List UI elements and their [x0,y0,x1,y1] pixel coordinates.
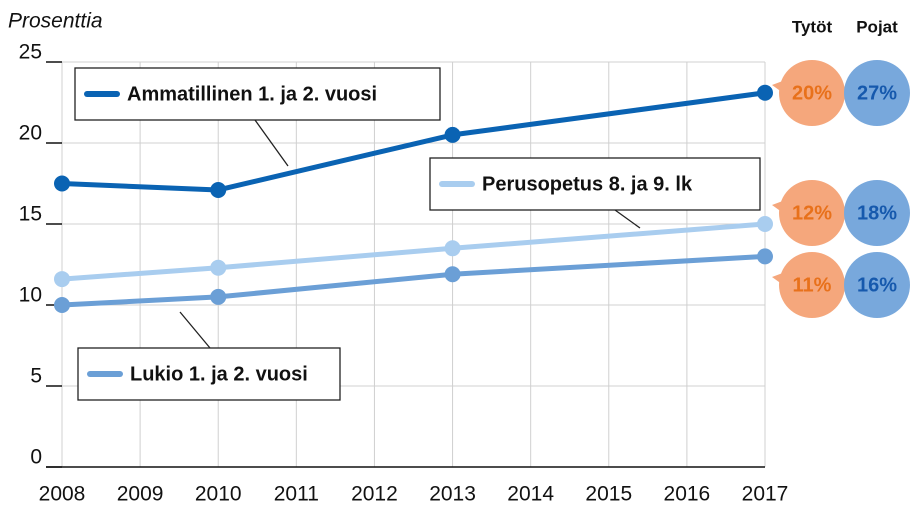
y-axis-label: Prosenttia [8,10,103,33]
percentage-label: 12% [792,202,832,224]
series-line [61,221,766,282]
side-header: Tytöt [792,17,833,36]
data-point [54,297,70,313]
x-tick-label: 2015 [585,483,632,506]
data-point [54,175,70,192]
x-tick-label: 2008 [39,483,86,506]
y-tick-label: 25 [19,41,42,64]
data-point [757,248,773,265]
percentage-bubble [779,180,845,246]
percentage-bubble [844,252,910,318]
series-line [61,253,766,308]
data-point [210,288,227,305]
legend-label: Lukio 1. ja 2. vuosi [130,363,308,385]
percentage-bubble [844,60,910,126]
x-tick-label: 2009 [117,483,164,506]
legend-label: Perusopetus 8. ja 9. lk [482,173,693,195]
percentage-label: 16% [857,274,897,296]
data-point [444,126,461,143]
x-tick-label: 2010 [195,483,242,506]
percentage-label: 18% [857,202,897,224]
y-tick-label: 15 [19,203,42,226]
callout-pointer [614,209,641,229]
legend-label: Ammatillinen 1. ja 2. vuosi [127,83,377,105]
y-tick-label: 20 [19,122,42,145]
data-point [444,266,461,283]
callout-pointer [254,119,289,167]
legend-box [74,67,441,121]
data-point [54,271,70,288]
x-tick-label: 2014 [507,483,554,506]
x-tick-label: 2011 [274,483,319,506]
y-tick-label: 5 [30,365,42,388]
percentage-bubble [779,60,845,126]
x-tick-label: 2016 [664,483,711,506]
series-line [61,90,766,193]
y-tick-label: 10 [19,284,42,307]
x-tick-label: 2012 [351,483,398,506]
percentage-bubble [779,252,845,318]
callout-pointer [179,311,211,349]
percentage-label: 11% [793,274,832,296]
data-point [757,84,773,101]
y-tick-label: 0 [30,446,42,469]
data-point [210,181,227,198]
percentage-label: 20% [792,82,832,104]
data-point [210,259,227,276]
legend-box [77,347,341,401]
legend-box [429,157,761,211]
percentage-bubble [844,180,910,246]
x-tick-label: 2017 [742,483,789,506]
side-header: Pojat [856,17,898,36]
data-point [444,240,461,257]
percentage-label: 27% [857,82,897,104]
data-point [757,216,773,232]
x-tick-label: 2013 [429,483,476,506]
